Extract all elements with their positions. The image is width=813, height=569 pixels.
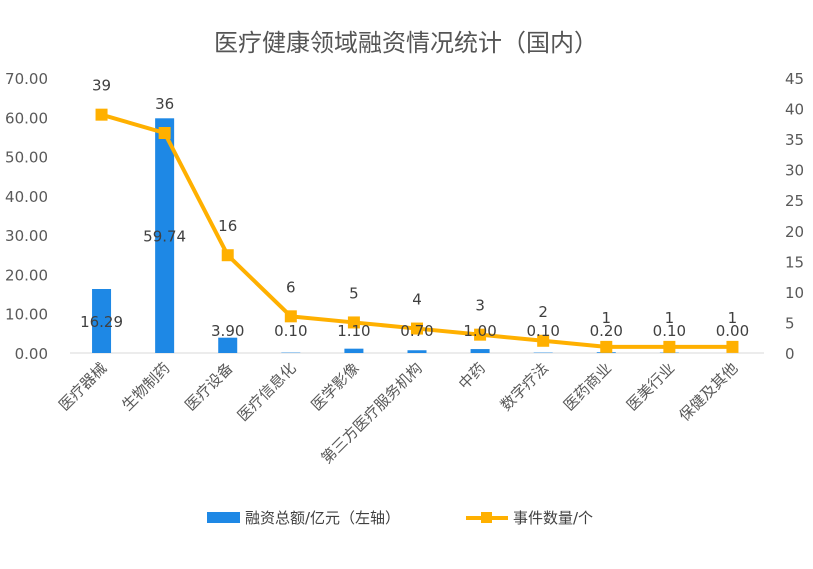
bar-data-label: 16.29: [80, 313, 123, 331]
right-axis: 0 5 10 15 20 25 30 35 40 45: [785, 70, 804, 363]
line-data-label: 6: [286, 278, 296, 296]
legend: 融资总额/亿元（左轴） 事件数量/个: [207, 509, 593, 527]
x-tick-label: 医疗设备: [181, 359, 236, 414]
line-data-label: 5: [349, 284, 359, 302]
bar-data-label: 0.10: [653, 322, 686, 340]
bar-data-label: 1.00: [463, 322, 496, 340]
x-tick-label: 数字疗法: [497, 359, 552, 414]
left-axis: 0.00 10.00 20.00 30.00 40.00 50.00 60.00 70.00: [5, 70, 48, 363]
y-left-tick-label: 50.00: [5, 149, 48, 167]
line-data-label: 4: [412, 291, 422, 309]
y-left-tick-label: 10.00: [5, 306, 48, 324]
x-tick-label: 医美行业: [623, 359, 678, 414]
line-data-label: 1: [665, 309, 675, 327]
line-series: [95, 108, 739, 353]
legend-line-marker: [481, 512, 492, 523]
bar-data-label: 0.10: [526, 322, 559, 340]
bar: [470, 349, 490, 353]
y-right-tick-label: 45: [785, 70, 804, 88]
bar-data-labels: 16.29 59.74 3.90 0.10 1.10 0.70 1.00 0.10 0.20 0.…: [80, 228, 749, 340]
x-tick-label: 中药: [455, 359, 489, 393]
legend-bar-label: 融资总额/亿元（左轴）: [245, 509, 400, 527]
legend-line-label: 事件数量/个: [513, 509, 593, 527]
line-marker: [221, 249, 234, 262]
x-tick-label: 医疗器械: [55, 359, 110, 414]
line-data-label: 2: [538, 303, 548, 321]
bar: [218, 337, 238, 353]
bar-data-label: 3.90: [211, 322, 244, 340]
y-left-tick-label: 40.00: [5, 188, 48, 206]
line-data-labels: 39 36 16 6 5 4 3 2 1 1 1: [92, 77, 737, 327]
x-tick-label: 医疗信息化: [234, 359, 300, 425]
line-marker: [95, 108, 108, 121]
bar: [344, 348, 364, 353]
line-marker: [347, 316, 360, 329]
bar-data-label: 1.10: [337, 322, 370, 340]
y-left-tick-label: 30.00: [5, 227, 48, 245]
line-data-label: 1: [728, 309, 738, 327]
bar: [155, 118, 175, 353]
y-right-tick-label: 40: [785, 101, 804, 119]
y-right-tick-label: 5: [785, 314, 795, 332]
line-data-label: 1: [601, 309, 611, 327]
y-right-tick-label: 10: [785, 284, 804, 302]
line-data-label: 39: [92, 77, 111, 95]
y-left-tick-label: 60.00: [5, 109, 48, 127]
y-left-tick-label: 20.00: [5, 266, 48, 284]
y-right-tick-label: 35: [785, 131, 804, 149]
bar-data-label: 0.20: [590, 322, 623, 340]
bar: [407, 350, 427, 353]
y-left-tick-label: 70.00: [5, 70, 48, 88]
line-marker: [726, 340, 739, 353]
x-tick-label: 医学影像: [308, 359, 363, 414]
bar-data-label: 59.74: [143, 228, 186, 246]
x-tick-label: 医药商业: [560, 359, 615, 414]
line-path: [100, 112, 733, 349]
line-marker: [158, 127, 171, 139]
y-left-tick-label: 0.00: [15, 345, 48, 363]
y-right-tick-label: 0: [785, 345, 795, 363]
line-marker: [537, 334, 550, 347]
line-data-label: 36: [155, 95, 174, 113]
y-right-tick-label: 15: [785, 253, 804, 271]
line-marker: [663, 340, 676, 353]
bar-data-label: 0.00: [716, 322, 749, 340]
line-marker: [411, 322, 423, 335]
chart-title: 医疗健康领域融资情况统计（国内）: [214, 29, 598, 57]
x-tick-label: 生物制药: [118, 359, 173, 414]
line-data-label: 16: [218, 217, 237, 235]
y-right-tick-label: 20: [785, 223, 804, 241]
line-marker: [284, 310, 297, 323]
y-right-tick-label: 30: [785, 162, 804, 180]
legend-bar-swatch: [207, 512, 240, 523]
bar-data-label: 0.70: [400, 322, 433, 340]
bar-series: [92, 118, 679, 353]
line-marker: [600, 340, 613, 353]
bar: [92, 289, 112, 353]
bar-data-label: 0.10: [274, 322, 307, 340]
line-data-label: 3: [475, 297, 485, 315]
x-tick-label: 保健及其他: [676, 359, 742, 425]
y-right-tick-label: 25: [785, 192, 804, 210]
line-marker: [474, 328, 487, 341]
